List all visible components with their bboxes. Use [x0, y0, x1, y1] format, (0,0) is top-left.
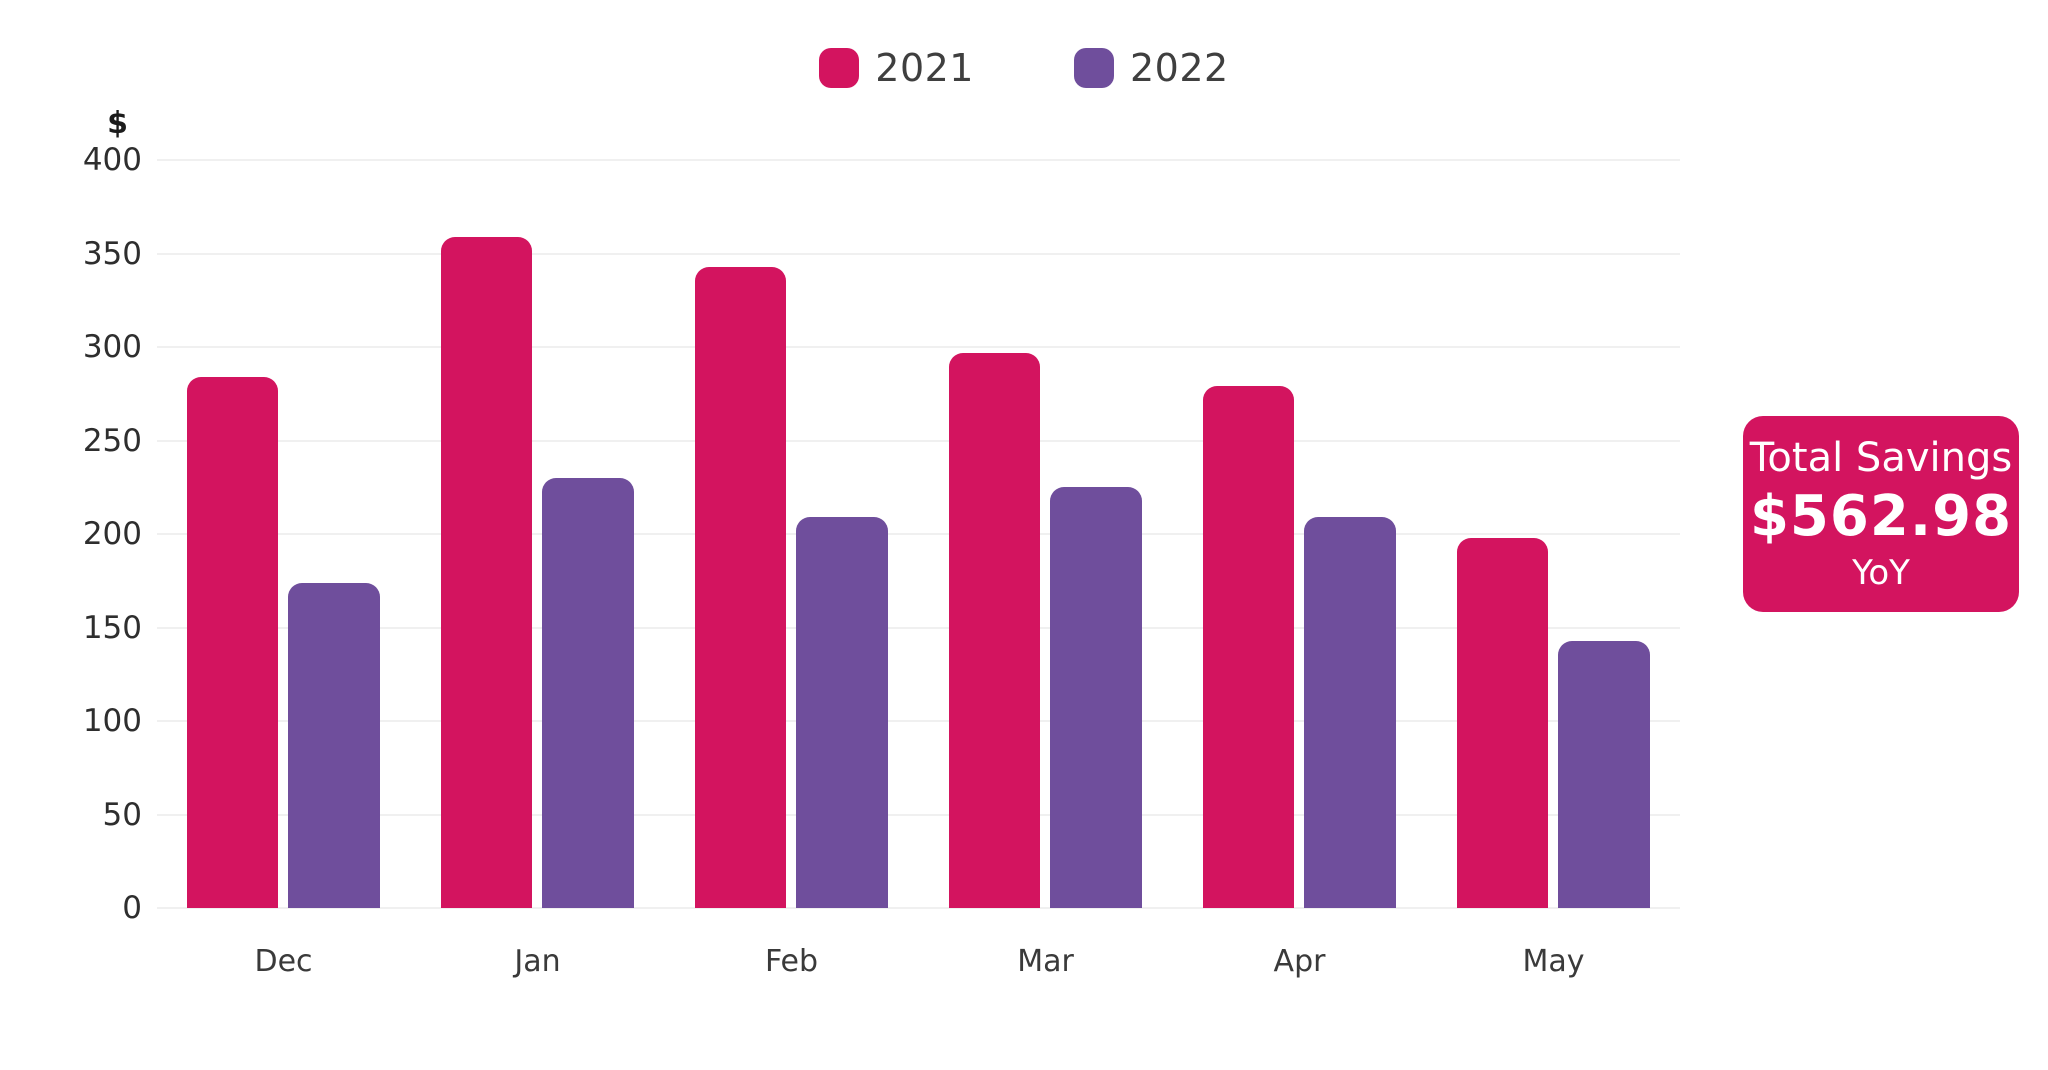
x-tick-label-may: May: [1522, 944, 1585, 979]
gridline-100: [157, 720, 1680, 722]
y-tick-label-300: 300: [82, 329, 142, 365]
y-axis-title: $: [107, 106, 128, 141]
total-savings-card: Total Savings $562.98 YoY: [1743, 416, 2019, 612]
gridline-150: [157, 626, 1680, 629]
bar-2021-may[interactable]: [1457, 537, 1548, 908]
x-tick-label-mar: Mar: [1017, 944, 1074, 979]
y-tick-label-150: 150: [82, 609, 142, 646]
gridline-350: [157, 252, 1680, 255]
y-tick-label-250: 250: [82, 422, 142, 459]
y-tick-label-100: 100: [82, 703, 142, 739]
bar-2021-apr[interactable]: [1203, 386, 1294, 908]
legend-swatch-2021-icon: [819, 48, 860, 88]
bar-2022-dec[interactable]: [288, 582, 380, 908]
x-axis: Dec Jan Feb Mar Apr May: [157, 944, 1680, 988]
x-tick-label-jan: Jan: [514, 944, 561, 979]
bar-2022-apr[interactable]: [1304, 517, 1396, 908]
bar-2022-jan[interactable]: [542, 477, 634, 908]
y-tick-label-50: 50: [102, 796, 142, 833]
gridline-200: [157, 533, 1680, 535]
legend-item-2022[interactable]: 2022: [1074, 46, 1229, 90]
x-tick-label-dec: Dec: [254, 944, 313, 979]
bar-2021-dec[interactable]: [187, 376, 278, 908]
legend-label-2022: 2022: [1130, 46, 1229, 90]
savings-card-value: $562.98: [1749, 484, 2013, 549]
gridline-250: [157, 439, 1680, 442]
bar-2021-feb[interactable]: [695, 266, 786, 908]
bar-2022-may[interactable]: [1558, 640, 1650, 908]
gridline-50: [157, 813, 1680, 816]
y-tick-label-400: 400: [82, 142, 142, 178]
x-tick-label-apr: Apr: [1273, 944, 1326, 979]
legend-item-2021[interactable]: 2021: [819, 46, 974, 90]
legend-label-2021: 2021: [875, 46, 974, 90]
y-tick-label-350: 350: [82, 235, 142, 272]
bar-2021-jan[interactable]: [441, 236, 532, 908]
y-tick-label-200: 200: [82, 516, 142, 552]
gridline-400: [157, 159, 1680, 161]
plot-area: [157, 159, 1680, 909]
legend-swatch-2022-icon: [1074, 48, 1114, 88]
bar-2022-mar[interactable]: [1050, 487, 1142, 908]
x-tick-label-feb: Feb: [764, 944, 819, 979]
chart-legend: 2021 2022: [0, 46, 2048, 90]
savings-card-title: Total Savings: [1749, 435, 2013, 481]
gridline-0: [157, 907, 1680, 909]
gridline-300: [157, 346, 1680, 348]
bar-2021-mar[interactable]: [949, 352, 1040, 908]
bar-2022-feb[interactable]: [796, 517, 888, 908]
y-tick-label-0: 0: [122, 890, 142, 926]
savings-card-subtitle: YoY: [1852, 553, 1910, 593]
y-axis: 0 50 100 150 200 250 300 350 400: [0, 144, 142, 924]
